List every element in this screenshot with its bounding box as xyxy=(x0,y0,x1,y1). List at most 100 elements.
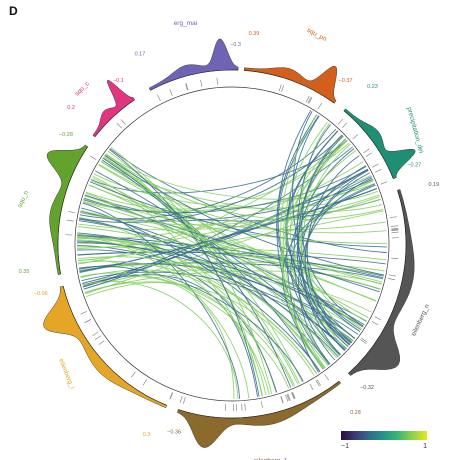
link xyxy=(110,146,273,394)
ring-tick xyxy=(131,371,136,378)
link xyxy=(104,155,384,276)
ring-tick xyxy=(352,134,359,140)
link xyxy=(292,111,352,344)
link xyxy=(91,177,340,357)
ring-tick xyxy=(305,95,310,103)
segment-max-label: −0.06 xyxy=(34,291,48,297)
link xyxy=(298,140,363,329)
segment-base-squ_pn xyxy=(244,70,335,104)
link xyxy=(78,260,317,375)
ring-tick xyxy=(389,216,397,219)
link xyxy=(276,110,330,366)
segment-min-label: 0.17 xyxy=(135,51,146,57)
segment-max-label: −0.36 xyxy=(167,429,181,435)
segment-eilenberg_1 xyxy=(177,380,341,448)
segment-min-label: 0.2 xyxy=(67,105,75,111)
link xyxy=(84,270,382,294)
segment-min-label: 0.39 xyxy=(249,31,260,37)
segment-base-erg_mai xyxy=(150,69,239,91)
link xyxy=(276,114,350,346)
ring-tick xyxy=(361,337,368,343)
segment-eilenberg_n xyxy=(348,189,415,376)
segment-name-label: erg_mai xyxy=(174,20,197,27)
segment-base-eilenberg_n xyxy=(348,190,407,374)
ring-tick xyxy=(169,392,174,400)
link xyxy=(79,264,372,313)
link xyxy=(105,153,263,397)
inner-circle xyxy=(74,86,390,402)
ring-tick xyxy=(337,118,344,125)
segment-min-label: 0.19 xyxy=(429,182,440,188)
link xyxy=(76,241,367,322)
link xyxy=(77,161,364,239)
link xyxy=(82,280,239,399)
ring-tick xyxy=(120,119,126,125)
segment-name-label: eilenberg_n xyxy=(410,303,431,337)
segment-max-label: −0.3 xyxy=(230,42,241,48)
link xyxy=(78,266,304,382)
segments-layer xyxy=(43,38,416,448)
link xyxy=(80,272,294,387)
link xyxy=(109,148,387,253)
ring-tick xyxy=(185,83,188,91)
link xyxy=(289,139,367,322)
link xyxy=(280,114,326,368)
ring-tick xyxy=(391,229,399,231)
link xyxy=(282,183,376,370)
ring-tick xyxy=(216,77,218,85)
ring-tick xyxy=(324,374,329,381)
link xyxy=(105,154,384,221)
segment-max-label: −0.1 xyxy=(113,78,124,84)
ring-tick xyxy=(388,274,396,277)
link xyxy=(77,249,278,393)
ring-tick xyxy=(157,94,161,102)
ring-tick xyxy=(309,383,314,391)
segment-name-label: precipitation_dei xyxy=(405,106,424,154)
ring-tick xyxy=(169,392,173,400)
link xyxy=(301,135,364,327)
ring-tick xyxy=(372,163,379,168)
ring-tick xyxy=(308,97,313,104)
ring-tick xyxy=(89,155,97,160)
ring-tick xyxy=(363,148,370,154)
link xyxy=(82,201,377,302)
ring-tick xyxy=(285,394,289,402)
segment-base-eilenberg_i xyxy=(62,286,167,406)
ring-tick xyxy=(391,228,399,230)
segment-base-eilenberg_1 xyxy=(178,380,340,419)
ring-tick xyxy=(391,257,399,260)
ring-tick xyxy=(84,319,92,324)
ring-tick xyxy=(66,219,74,222)
link xyxy=(109,148,260,397)
link xyxy=(83,166,367,214)
segment-max-label: −0.37 xyxy=(339,78,353,84)
colorbar-gradient xyxy=(341,431,427,440)
segment-base-squ_c xyxy=(94,99,135,138)
segment-max-label: −0.28 xyxy=(59,132,73,138)
segment-squ_n xyxy=(46,144,88,275)
ring-tick xyxy=(116,122,122,129)
panel-label: D xyxy=(9,4,18,18)
link xyxy=(100,161,369,319)
link xyxy=(77,226,381,290)
ring-tick xyxy=(292,391,296,399)
colorbar-max-label: 1 xyxy=(423,443,427,450)
link xyxy=(300,165,366,346)
ring-tick xyxy=(380,181,388,185)
ring-tick xyxy=(68,211,76,214)
link xyxy=(86,282,267,396)
ring-tick xyxy=(316,379,322,386)
ring-tick xyxy=(291,392,295,400)
segment-name-label: eilenberg_i xyxy=(57,358,75,390)
ring-tick xyxy=(142,379,148,386)
segment-density-squ_c xyxy=(92,80,135,138)
segment-base-precipitation_dei xyxy=(343,110,394,179)
ring-tick xyxy=(391,229,399,231)
ring-tick xyxy=(374,168,382,173)
ring-tick xyxy=(183,396,186,404)
ring-tick xyxy=(286,394,290,401)
segment-density-eilenberg_1 xyxy=(177,380,341,448)
ring-tick xyxy=(244,403,246,411)
link xyxy=(83,198,382,285)
segment-density-erg_mai xyxy=(148,38,239,91)
